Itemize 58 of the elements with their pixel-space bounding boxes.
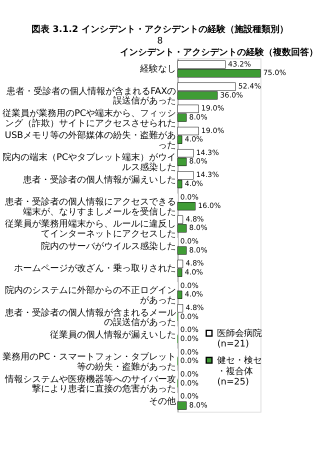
data-label: 43.2% xyxy=(228,59,252,68)
y-tick-label: 患者・受診者の個人情報が含まれるメールの誤送信があった xyxy=(4,307,176,328)
bar xyxy=(177,401,187,410)
y-tick-label: 院内のサーバがウイルス感染した xyxy=(41,240,176,252)
y-tick-label: 従業員が業務用端末から、ルールに違反してインターネットにアクセスした xyxy=(5,218,176,240)
chart-title: 図表 3.1.2 インシデント・アクシデントの経験（施設種類別） xyxy=(32,24,288,35)
data-label: 0.0% xyxy=(180,192,199,202)
data-label: 14.3% xyxy=(196,170,220,180)
data-label: 4.0% xyxy=(184,290,204,299)
data-label: 0.0% xyxy=(180,334,199,343)
data-label: 0.0% xyxy=(180,378,199,388)
data-label: 0.0% xyxy=(180,325,199,334)
data-label: 8.0% xyxy=(189,112,208,122)
y-tick-label: その他 xyxy=(149,396,176,407)
y-tick-label: 院内の端末（PCやタブレット端末）がウイルス感染した xyxy=(2,152,176,174)
y-tick-label: USBメモリ等の外部媒体の紛失・盗難があった xyxy=(4,130,176,152)
text: 8 xyxy=(157,36,164,47)
data-label: 75.0% xyxy=(263,68,286,78)
data-label: 36.0% xyxy=(220,90,244,100)
data-label: 8.0% xyxy=(189,156,208,166)
data-label: 0.0% xyxy=(180,312,199,321)
data-label: 52.4% xyxy=(238,82,262,91)
data-label: 4.0% xyxy=(184,178,204,188)
data-label: 0.0% xyxy=(180,370,199,379)
y-tick-label: 業務用のPC・スマートフォン・タブレット等の紛失・盗難があった xyxy=(2,352,176,373)
y-tick-label: 従業員が業務用のPCや端末から、フィッシング（詐欺）サイトにアクセスさせられた xyxy=(2,108,176,129)
y-tick-label: 情報システムや医療機器等へのサイバー攻撃により患者に直接の危害があった xyxy=(4,374,176,395)
data-label: 4.0% xyxy=(184,267,204,276)
data-label: 0.0% xyxy=(180,236,199,246)
y-tick-label: ホームページが改ざん・乗っ取りされた xyxy=(14,263,176,274)
bar xyxy=(177,290,182,299)
data-label: 4.0% xyxy=(184,134,204,144)
data-label: 16.0% xyxy=(198,201,222,210)
y-tick-label: 患者・受診者の個人情報が漏えいした xyxy=(22,174,176,186)
data-label: 8.0% xyxy=(189,400,208,410)
y-tick-label: 院内のシステムに外部からの不正ログインがあった xyxy=(5,285,176,306)
chart-subtitle: インシデント・アクシデントの経験（複数回答） xyxy=(120,46,318,58)
data-label: 0.0% xyxy=(180,347,199,356)
y-tick-label: 従業員の個人情報が漏えいした xyxy=(50,329,176,340)
data-label: 14.3% xyxy=(196,148,220,157)
data-label: 19.0% xyxy=(201,104,224,113)
data-label: 8.0% xyxy=(189,223,208,232)
y-tick-label: 患者・受診者の個人情報が含まれるFAXの誤送信があった xyxy=(6,86,176,107)
bar xyxy=(177,202,196,210)
data-label: 0.0% xyxy=(180,392,199,401)
bar xyxy=(177,246,187,255)
data-label: 0.0% xyxy=(180,356,199,366)
y-tick-label: 患者・受診者の個人情報にアクセスできる端末が、なりすましメールを受信した xyxy=(4,196,176,218)
data-label: 4.8% xyxy=(186,214,204,224)
data-label: 4.8% xyxy=(186,258,204,268)
data-label: 8.0% xyxy=(189,245,208,254)
bar xyxy=(177,304,184,312)
legend-label: 医師会病院(n=21) xyxy=(217,328,262,350)
legend-label: 健セ・検セ・複合体(n=25) xyxy=(217,354,262,388)
data-label: 4.8% xyxy=(186,303,204,312)
data-label: 0.0% xyxy=(180,280,199,290)
y-tick-label: 経験なし xyxy=(139,64,176,75)
data-label: 19.0% xyxy=(201,126,224,135)
